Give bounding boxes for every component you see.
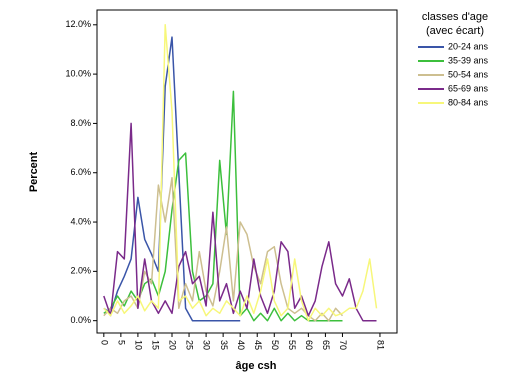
x-tick-label: 65: [321, 340, 331, 350]
x-tick-label: 0: [99, 340, 109, 345]
x-tick-label: 50: [270, 340, 280, 350]
y-tick-label: 10.0%: [65, 68, 91, 78]
x-tick-label: 30: [202, 340, 212, 350]
x-tick-label: 25: [185, 340, 195, 350]
series-line: [103, 176, 344, 322]
series-line: [103, 122, 377, 322]
y-tick-label: 4.0%: [70, 216, 91, 226]
y-tick-label: 2.0%: [70, 266, 91, 276]
series-line: [103, 36, 241, 322]
x-tick-label: 10: [134, 340, 144, 350]
y-tick-label: 8.0%: [70, 118, 91, 128]
x-tick-label: 55: [287, 340, 297, 350]
legend-title: classes d'age: [422, 11, 488, 23]
y-tick-label: 6.0%: [70, 167, 91, 177]
series-line: [103, 24, 378, 322]
y-tick-label: 0.0%: [70, 315, 91, 325]
y-tick-label: 12.0%: [65, 19, 91, 29]
series-line: [103, 90, 343, 322]
legend-label: 65-69 ans: [448, 83, 489, 93]
legend-label: 35-39 ans: [448, 55, 489, 65]
legend-label: 20-24 ans: [448, 41, 489, 51]
legend-title: (avec écart): [426, 25, 484, 37]
x-tick-label: 81: [376, 340, 386, 350]
x-tick-label: 5: [116, 340, 126, 345]
x-tick-label: 40: [236, 340, 246, 350]
legend-label: 80-84 ans: [448, 97, 489, 107]
x-tick-label: 20: [168, 340, 178, 350]
x-tick-label: 35: [219, 340, 229, 350]
x-tick-label: 70: [338, 340, 348, 350]
y-axis-label: Percent: [28, 151, 40, 192]
legend-label: 50-54 ans: [448, 69, 489, 79]
x-tick-label: 45: [253, 340, 263, 350]
x-tick-label: 15: [151, 340, 161, 350]
plot-frame: [96, 9, 398, 334]
x-axis-label: âge csh: [236, 360, 277, 372]
x-tick-label: 60: [304, 340, 314, 350]
